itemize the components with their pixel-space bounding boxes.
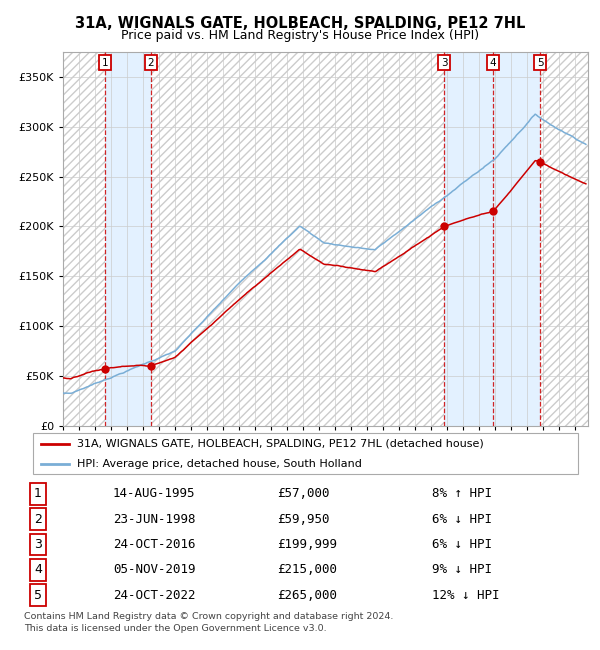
Text: 14-AUG-1995: 14-AUG-1995 (113, 488, 196, 500)
Text: £215,000: £215,000 (277, 563, 337, 577)
Text: 31A, WIGNALS GATE, HOLBEACH, SPALDING, PE12 7HL (detached house): 31A, WIGNALS GATE, HOLBEACH, SPALDING, P… (77, 439, 484, 448)
Text: 05-NOV-2019: 05-NOV-2019 (113, 563, 196, 577)
Text: £199,999: £199,999 (277, 538, 337, 551)
Text: 5: 5 (537, 58, 544, 68)
Text: 6% ↓ HPI: 6% ↓ HPI (433, 512, 493, 525)
Text: HPI: Average price, detached house, South Holland: HPI: Average price, detached house, Sout… (77, 459, 362, 469)
Text: 3: 3 (34, 538, 42, 551)
Text: £59,950: £59,950 (277, 512, 329, 525)
Bar (151, 52, 444, 426)
Text: £265,000: £265,000 (277, 589, 337, 602)
Bar (151, 52, 444, 426)
Text: 24-OCT-2016: 24-OCT-2016 (113, 538, 196, 551)
Text: 5: 5 (34, 589, 42, 602)
Text: 4: 4 (34, 563, 42, 577)
Bar (541, 52, 588, 426)
FancyBboxPatch shape (33, 434, 578, 474)
Text: 31A, WIGNALS GATE, HOLBEACH, SPALDING, PE12 7HL: 31A, WIGNALS GATE, HOLBEACH, SPALDING, P… (75, 16, 525, 31)
Text: 1: 1 (101, 58, 108, 68)
Text: 1: 1 (34, 488, 42, 500)
Text: 2: 2 (148, 58, 154, 68)
Text: 4: 4 (490, 58, 496, 68)
Text: Price paid vs. HM Land Registry's House Price Index (HPI): Price paid vs. HM Land Registry's House … (121, 29, 479, 42)
Text: 23-JUN-1998: 23-JUN-1998 (113, 512, 196, 525)
Text: 3: 3 (441, 58, 448, 68)
Text: Contains HM Land Registry data © Crown copyright and database right 2024.
This d: Contains HM Land Registry data © Crown c… (24, 612, 394, 633)
Bar (444, 52, 493, 426)
Bar (493, 52, 541, 426)
Bar (63, 52, 105, 426)
Text: 6% ↓ HPI: 6% ↓ HPI (433, 538, 493, 551)
Text: £57,000: £57,000 (277, 488, 329, 500)
Text: 8% ↑ HPI: 8% ↑ HPI (433, 488, 493, 500)
Bar (63, 52, 105, 426)
Text: 2: 2 (34, 512, 42, 525)
Text: 24-OCT-2022: 24-OCT-2022 (113, 589, 196, 602)
Text: 9% ↓ HPI: 9% ↓ HPI (433, 563, 493, 577)
Bar (105, 52, 151, 426)
Text: 12% ↓ HPI: 12% ↓ HPI (433, 589, 500, 602)
Bar (541, 52, 588, 426)
